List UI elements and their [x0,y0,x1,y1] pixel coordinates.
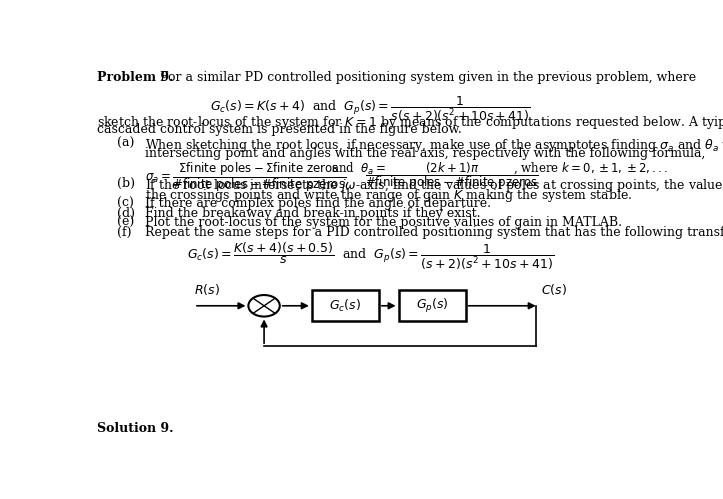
Text: (a): (a) [117,137,134,150]
Text: $G_c(s) = \dfrac{K(s+4)(s+0.5)}{s}$  and  $G_p(s) = \dfrac{1}{(s+2)(s^2+10s+41)}: $G_c(s) = \dfrac{K(s+4)(s+0.5)}{s}$ and … [187,241,554,271]
Text: When sketching the root locus, if necessary, make use of the asymptotes finding : When sketching the root locus, if necess… [145,137,723,154]
Text: (d): (d) [117,207,135,220]
Text: the crossings points and write the range of gain $K$ making the system stable.: the crossings points and write the range… [145,188,633,205]
Text: $C(s)$: $C(s)$ [542,282,568,297]
Text: Plot the root-locus of the system for the positive values of gain in MATLAB.: Plot the root-locus of the system for th… [145,216,623,229]
FancyBboxPatch shape [312,290,379,321]
Text: (c): (c) [117,197,134,210]
Text: Repeat the same steps for a PID controlled positioning system that has the follo: Repeat the same steps for a PID controll… [145,226,723,239]
Text: $\dfrac{(2k+1)\pi}{\#\mathrm{finite\ poles}-\#\mathrm{finite\ pzeros}}$: $\dfrac{(2k+1)\pi}{\#\mathrm{finite\ pol… [365,161,539,192]
Text: Solution 9.: Solution 9. [97,422,174,435]
Text: $G_c(s) = K(s + 4)$  and  $G_p(s) = \dfrac{1}{s(s+2)(s^2+10s+41)}$: $G_c(s) = K(s + 4)$ and $G_p(s) = \dfrac… [210,94,531,124]
Text: and  $\theta_a = $: and $\theta_a = $ [331,161,386,177]
FancyBboxPatch shape [398,290,466,321]
Text: $G_c(s)$: $G_c(s)$ [329,298,362,314]
Text: cascaded control system is presented in the figure below.: cascaded control system is presented in … [97,123,462,136]
Text: (e): (e) [117,216,134,229]
Text: sketch the root-locus of the system for $K = 1$ by means of the computations req: sketch the root-locus of the system for … [97,114,723,131]
Text: If the root locus intersects the $j\omega$-axis, find the values of poles at cro: If the root locus intersects the $j\omeg… [145,177,723,194]
Text: If there are complex poles find the angle of departure.: If there are complex poles find the angl… [145,197,492,210]
Text: (b): (b) [117,177,135,190]
Text: , where $k = 0, \pm 1, \pm 2, ...$: , where $k = 0, \pm 1, \pm 2, ...$ [513,161,669,176]
Text: $G_p(s)$: $G_p(s)$ [416,297,448,315]
Text: (f): (f) [117,226,132,239]
Text: Problem 9.: Problem 9. [97,71,174,84]
Text: $\sigma_a = \dfrac{\Sigma \mathrm{finite\ poles}-\Sigma \mathrm{finite\ zeros}}{: $\sigma_a = \dfrac{\Sigma \mathrm{finite… [145,161,346,194]
Text: Find the breakaway and break-in points if they exist.: Find the breakaway and break-in points i… [145,207,481,220]
Text: $R(s)$: $R(s)$ [194,282,220,297]
Text: intersecting point and angles with the real axis, respectively with the followin: intersecting point and angles with the r… [145,147,706,160]
Text: For a similar PD controlled positioning system given in the previous problem, wh: For a similar PD controlled positioning … [156,71,697,84]
